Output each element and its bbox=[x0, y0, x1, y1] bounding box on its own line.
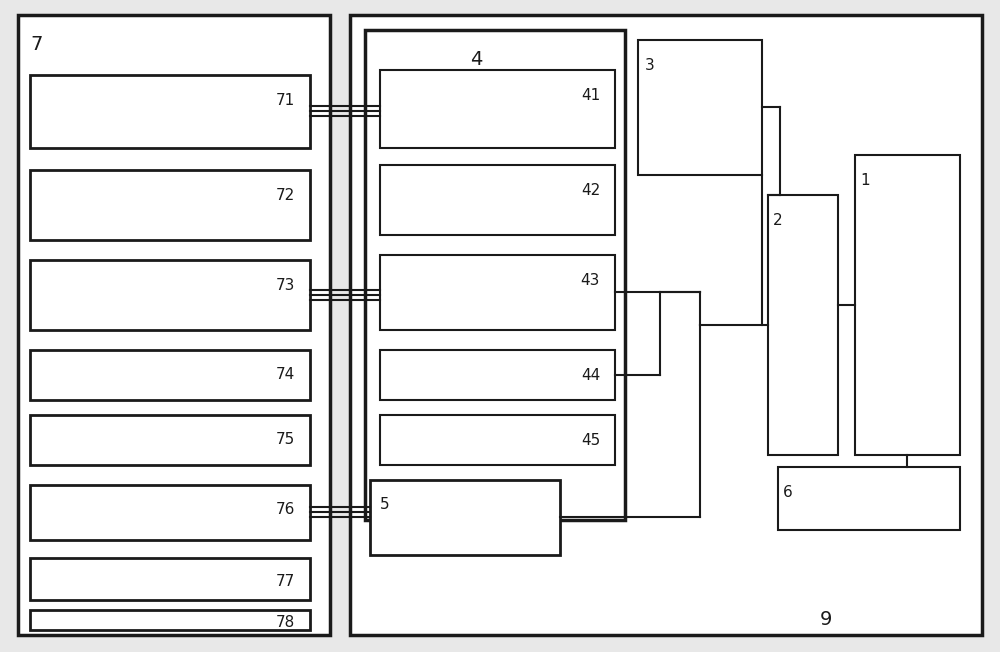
Bar bbox=[380, 165, 615, 235]
Bar bbox=[30, 75, 310, 148]
Bar bbox=[350, 15, 982, 635]
Bar bbox=[380, 415, 615, 465]
Bar bbox=[855, 155, 960, 455]
Bar bbox=[30, 260, 310, 330]
Text: 74: 74 bbox=[276, 367, 295, 382]
Text: 6: 6 bbox=[783, 485, 793, 500]
Text: 1: 1 bbox=[860, 173, 870, 188]
Bar bbox=[380, 70, 615, 148]
Text: 2: 2 bbox=[773, 213, 783, 228]
Bar bbox=[30, 170, 310, 240]
Text: 78: 78 bbox=[276, 615, 295, 630]
Bar bbox=[30, 485, 310, 540]
Text: 5: 5 bbox=[380, 497, 390, 512]
Text: 72: 72 bbox=[276, 188, 295, 203]
Text: 42: 42 bbox=[581, 183, 600, 198]
Bar bbox=[30, 610, 310, 630]
Bar bbox=[370, 480, 560, 555]
Text: 44: 44 bbox=[581, 368, 600, 383]
Text: 9: 9 bbox=[820, 610, 832, 629]
Bar bbox=[778, 467, 960, 530]
Bar bbox=[30, 558, 310, 600]
Text: 3: 3 bbox=[645, 58, 655, 73]
Bar bbox=[30, 415, 310, 465]
Text: 76: 76 bbox=[276, 502, 295, 517]
Bar bbox=[380, 255, 615, 330]
Text: 45: 45 bbox=[581, 433, 600, 448]
Text: 71: 71 bbox=[276, 93, 295, 108]
Text: 73: 73 bbox=[276, 278, 295, 293]
Bar bbox=[18, 15, 330, 635]
Text: 43: 43 bbox=[581, 273, 600, 288]
Bar bbox=[768, 195, 838, 455]
Text: 4: 4 bbox=[470, 50, 482, 69]
Text: 75: 75 bbox=[276, 432, 295, 447]
Text: 41: 41 bbox=[581, 88, 600, 103]
Bar bbox=[365, 30, 625, 520]
Bar bbox=[380, 350, 615, 400]
Text: 77: 77 bbox=[276, 574, 295, 589]
Text: 7: 7 bbox=[30, 35, 42, 54]
Bar bbox=[30, 350, 310, 400]
Bar bbox=[638, 40, 762, 175]
